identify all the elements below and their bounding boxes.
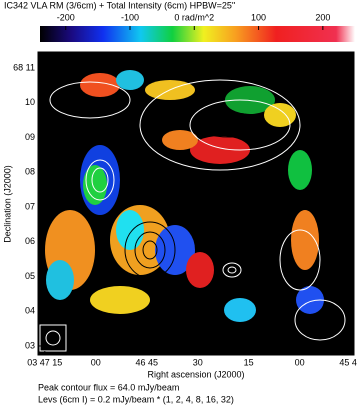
chart-title: IC342 VLA RM (3/6cm) + Total Intensity (…: [4, 0, 236, 10]
y-axis-label: Declination (J2000): [2, 165, 12, 243]
y-tick-label: 04: [25, 306, 35, 316]
note: Peak contour flux = 64.0 mJy/beam: [38, 382, 179, 392]
y-tick-label: 05: [25, 271, 35, 281]
x-tick-label: 45 45: [339, 357, 357, 367]
colorbar: [40, 26, 355, 42]
y-tick-label: 06: [25, 236, 35, 246]
x-tick-label: 03 47 15: [27, 357, 62, 367]
y-tick-label: 68 11: [13, 62, 35, 72]
colorbar-tick-label: -200: [57, 12, 75, 22]
colorbar-tick-label: 100: [251, 12, 266, 22]
y-tick-label: 07: [25, 201, 35, 211]
x-axis-label: Right ascension (J2000): [147, 369, 244, 379]
colorbar-tick-label: 200: [315, 12, 330, 22]
x-tick-label: 30: [193, 357, 203, 367]
y-tick-label: 08: [25, 167, 35, 177]
note: Levs (6cm I) = 0.2 mJy/beam * (1, 2, 4, …: [38, 394, 234, 404]
x-tick-label: 46 45: [135, 357, 158, 367]
colorbar-tick-label: -100: [121, 12, 139, 22]
image: [39, 70, 346, 352]
x-tick-label: 00: [295, 357, 305, 367]
colorbar-tick-label: 0 rad/m^2: [174, 12, 214, 22]
y-tick-label: 03: [25, 340, 35, 350]
y-tick-label: 10: [25, 97, 35, 107]
y-tick-label: 09: [25, 132, 35, 142]
plot-frame: [37, 51, 355, 356]
x-tick-label: 15: [244, 357, 254, 367]
x-tick-label: 00: [91, 357, 101, 367]
